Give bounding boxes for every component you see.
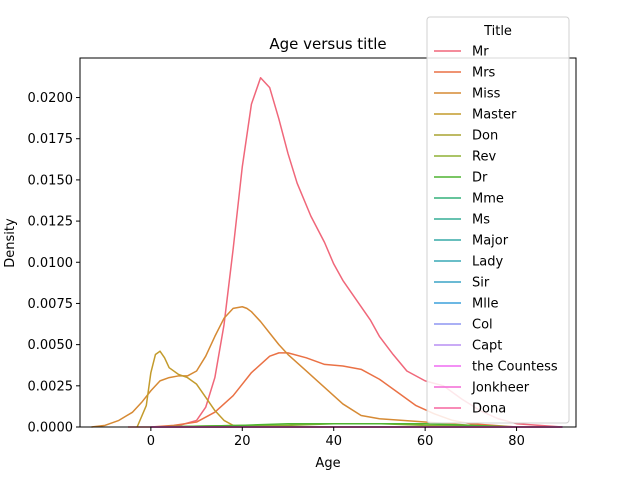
plot-area-frame <box>79 57 577 428</box>
legend-label-11: Sir <box>472 276 490 291</box>
x-tick-label: 80 <box>508 434 525 449</box>
legend-label-1: Mrs <box>472 66 496 81</box>
legend-box <box>426 16 570 424</box>
y-tick-label: 0.0050 <box>28 338 74 353</box>
legend-label-2: Miss <box>472 87 501 102</box>
y-tick-label: 0.0150 <box>28 173 74 188</box>
x-tick-label: 40 <box>325 434 342 449</box>
x-tick-label: 0 <box>147 434 155 449</box>
legend-label-7: Mme <box>472 192 504 207</box>
y-tick-label: 0.0125 <box>28 215 74 230</box>
legend-label-13: Col <box>472 318 493 333</box>
legend-label-9: Major <box>472 234 509 249</box>
legend-label-8: Ms <box>472 213 490 228</box>
series-line-2 <box>91 306 494 428</box>
y-tick-label: 0.0075 <box>28 297 74 312</box>
legend-label-6: Dr <box>472 171 488 186</box>
legend-label-10: Lady <box>472 255 503 270</box>
y-tick-label: 0.0175 <box>28 132 74 147</box>
legend-label-14: Capt <box>472 339 502 354</box>
series-line-3 <box>136 350 243 428</box>
legend-label-3: Master <box>472 108 517 123</box>
y-tick-label: 0.0200 <box>28 91 74 106</box>
x-tick-label: 20 <box>234 434 251 449</box>
y-tick-label: 0.0100 <box>28 256 74 271</box>
legend-label-5: Rev <box>472 150 496 165</box>
legend-label-12: Mlle <box>472 297 498 312</box>
y-tick-label: 0.0000 <box>28 421 74 436</box>
x-tick-label: 60 <box>417 434 434 449</box>
legend-title: Title <box>483 24 512 39</box>
legend-label-16: Jonkheer <box>471 381 530 396</box>
series-line-6 <box>150 422 517 428</box>
x-axis-label: Age <box>315 456 340 471</box>
chart-title: Age versus title <box>269 35 386 53</box>
legend: Title Mr Mrs Miss Master Don Rev Dr Mme Ms Major La… <box>426 16 570 424</box>
y-axis-label: Density <box>3 218 18 268</box>
legend-label-17: Dona <box>472 402 506 417</box>
ticks-layer: 0 20 40 60 80 0.0000 0.0025 0.0050 0.0075 0.0100 0… <box>28 91 525 449</box>
legend-label-15: the Countess <box>472 360 558 375</box>
legend-label-0: Mr <box>472 45 489 60</box>
legend-label-4: Don <box>472 129 498 144</box>
y-tick-label: 0.0025 <box>28 379 74 394</box>
